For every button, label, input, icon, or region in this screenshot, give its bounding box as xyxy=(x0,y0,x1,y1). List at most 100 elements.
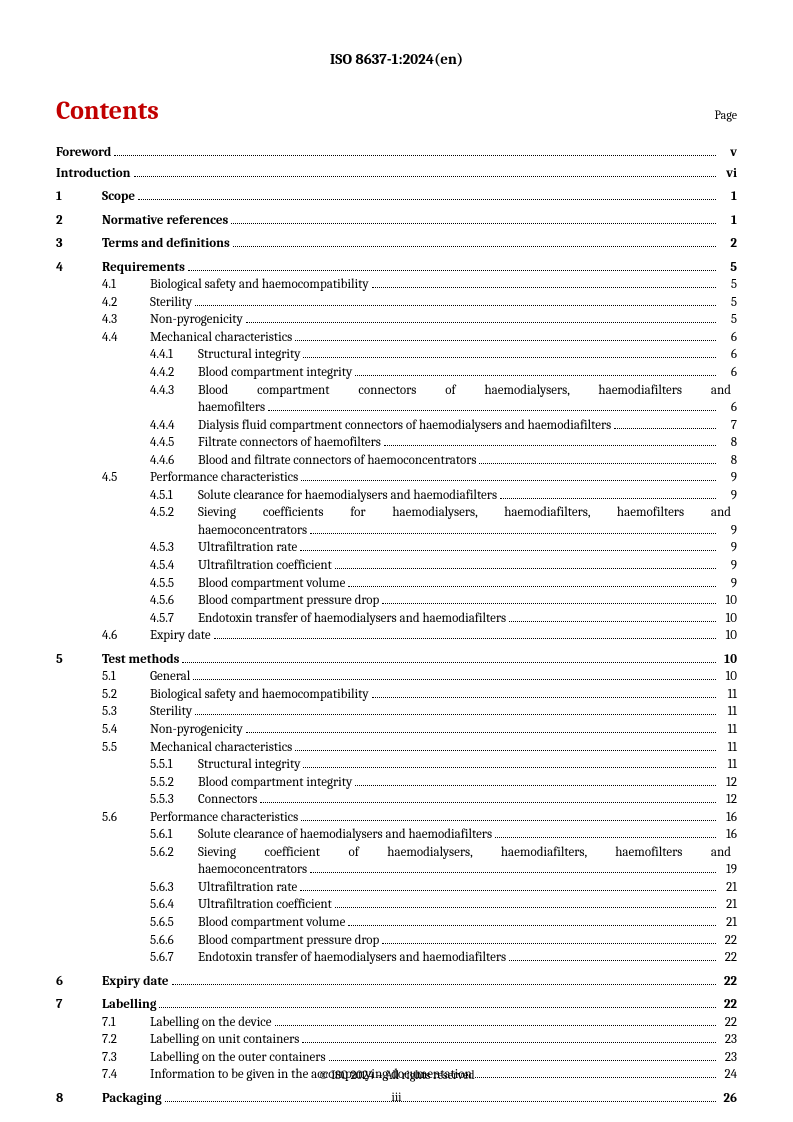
toc-page: 22 xyxy=(719,973,737,991)
toc-entry: 1Scope1 xyxy=(56,188,737,206)
toc-page: 5 xyxy=(719,276,737,294)
toc-page: 16 xyxy=(719,826,737,844)
toc-title: Mechanical characteristics xyxy=(150,739,292,757)
toc-number: 4.6 xyxy=(102,627,150,645)
toc-number: 5.5.1 xyxy=(150,756,198,774)
toc-title: Labelling xyxy=(102,996,156,1014)
toc-number: 5.3 xyxy=(102,703,150,721)
toc-entry: 5.4Non-pyrogenicity11 xyxy=(56,721,737,739)
toc-number: 5.5.2 xyxy=(150,774,198,792)
toc-entry: 5.5Mechanical characteristics11 xyxy=(56,739,737,757)
toc-page: 6 xyxy=(719,364,737,382)
toc-entry: 4.2Sterility5 xyxy=(56,294,737,312)
toc-number: 4.4.1 xyxy=(150,346,198,364)
toc-title: Solute clearance of haemodialysers and h… xyxy=(198,826,492,844)
toc-number: 5.1 xyxy=(102,668,150,686)
toc-entry: 6Expiry date22 xyxy=(56,973,737,991)
toc-title: Scope xyxy=(102,188,135,206)
contents-title: Contents xyxy=(56,96,159,126)
toc-entry: 4.4.5Filtrate connectors of haemofilters… xyxy=(56,434,737,452)
toc-entry: 4.5.7Endotoxin transfer of haemodialyser… xyxy=(56,610,737,628)
toc-number: 1 xyxy=(56,188,102,206)
toc-page: 11 xyxy=(719,703,737,721)
toc-number: 5.6.6 xyxy=(150,932,198,950)
toc-number: 5.6.5 xyxy=(150,914,198,932)
toc-number: 4.5.3 xyxy=(150,539,198,557)
toc-entry: 4.4.4Dialysis fluid compartment connecto… xyxy=(56,417,737,435)
toc-title: Ultrafiltration rate xyxy=(198,879,297,897)
toc-entry-continuation: haemoconcentrators 9 xyxy=(56,522,737,540)
toc-entry: 4.4.2Blood compartment integrity6 xyxy=(56,364,737,382)
toc-number: 4.5.2 xyxy=(150,504,198,522)
toc-entry: 5.2Biological safety and haemocompatibil… xyxy=(56,686,737,704)
toc-number: 5.4 xyxy=(102,721,150,739)
toc-title: Structural integrity xyxy=(198,346,300,364)
toc-page: 1 xyxy=(719,188,737,206)
toc-page: 23 xyxy=(719,1049,737,1067)
toc-entry: 5.5.3Connectors12 xyxy=(56,791,737,809)
toc-page: 9 xyxy=(719,487,737,505)
toc-entry: 4.5.4Ultrafiltration coefficient9 xyxy=(56,557,737,575)
toc-page: vi xyxy=(719,165,737,183)
toc-entry: 4.4.3Blood compartment connectors of hae… xyxy=(56,382,737,400)
toc-page: 19 xyxy=(719,861,737,879)
toc-page: 10 xyxy=(719,651,737,669)
toc-entry: 5.6.4Ultrafiltration coefficient21 xyxy=(56,896,737,914)
toc-title: Endotoxin transfer of haemodialysers and… xyxy=(198,949,506,967)
toc-number: 2 xyxy=(56,212,102,230)
toc-number: 5.2 xyxy=(102,686,150,704)
toc-title-cont: haemoconcentrators xyxy=(198,522,307,540)
toc-page: 6 xyxy=(719,399,737,417)
toc-entry: 4.3Non-pyrogenicity5 xyxy=(56,311,737,329)
toc-title: Test methods xyxy=(102,651,179,669)
toc-entry-continuation: haemoconcentrators19 xyxy=(56,861,737,879)
toc-page: 9 xyxy=(719,539,737,557)
toc-page: 10 xyxy=(719,592,737,610)
toc-page: 9 xyxy=(719,469,737,487)
toc-page: 22 xyxy=(719,932,737,950)
toc-entry: 7.2Labelling on unit containers23 xyxy=(56,1031,737,1049)
toc-title: Ultrafiltration coefficient xyxy=(198,896,332,914)
toc-number: 5.5 xyxy=(102,739,150,757)
toc-page: 8 xyxy=(719,452,737,470)
toc-entry: 5.6.3Ultrafiltration rate21 xyxy=(56,879,737,897)
toc-entry: 5.6Performance characteristics16 xyxy=(56,809,737,827)
toc-title-cont: haemofilters xyxy=(198,399,265,417)
toc-page: 8 xyxy=(719,434,737,452)
toc-entry-continuation: haemofilters 6 xyxy=(56,399,737,417)
toc-number: 5.6.7 xyxy=(150,949,198,967)
toc-page: 16 xyxy=(719,809,737,827)
toc-title: Connectors xyxy=(198,791,257,809)
toc-title: Structural integrity xyxy=(198,756,300,774)
toc-title: Performance characteristics xyxy=(150,469,298,487)
page-number: iii xyxy=(0,1090,793,1104)
toc-title: Blood compartment connectors of haemodia… xyxy=(198,382,737,400)
toc-title: Labelling on unit containers xyxy=(150,1031,299,1049)
toc-page: 9 xyxy=(719,522,737,540)
toc-entry: 4.5.5Blood compartment volume9 xyxy=(56,575,737,593)
toc-number: 7.3 xyxy=(102,1049,150,1067)
toc-entry: 4Requirements5 xyxy=(56,259,737,277)
toc-number: 4.4.5 xyxy=(150,434,198,452)
toc-title: Non-pyrogenicity xyxy=(150,311,243,329)
toc-page: 11 xyxy=(719,756,737,774)
toc-title: Blood compartment pressure drop xyxy=(198,932,379,950)
page-label: Page xyxy=(715,108,737,122)
copyright-footer: © ISO 2024 – All rights reserved xyxy=(0,1068,793,1082)
toc-page: 5 xyxy=(719,259,737,277)
toc-page: 10 xyxy=(719,627,737,645)
toc-page: 2 xyxy=(719,235,737,253)
toc-number: 4.3 xyxy=(102,311,150,329)
toc-number: 5.6.1 xyxy=(150,826,198,844)
toc-title: Terms and definitions xyxy=(102,235,230,253)
toc-entry: Introductionvi xyxy=(56,165,737,183)
toc-entry: 5.6.6Blood compartment pressure drop 22 xyxy=(56,932,737,950)
toc-page: 23 xyxy=(719,1031,737,1049)
toc-entry: 5.6.2Sieving coefficient of haemodialyse… xyxy=(56,844,737,862)
toc-entry: 4.5.2Sieving coefficients for haemodialy… xyxy=(56,504,737,522)
toc-number: 4 xyxy=(56,259,102,277)
toc-title: Blood compartment volume xyxy=(198,914,345,932)
toc-title: Labelling on the device xyxy=(150,1014,272,1032)
toc-title: Ultrafiltration rate xyxy=(198,539,297,557)
toc-title: Sieving coefficient of haemodialysers, h… xyxy=(198,844,737,862)
